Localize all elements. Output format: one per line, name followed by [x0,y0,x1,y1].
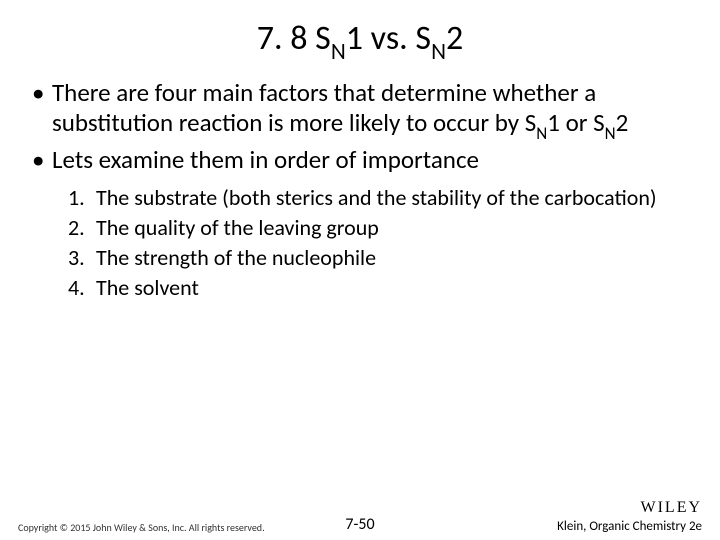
book-title: Klein, Organic Chemistry 2e [557,519,702,534]
title-sub1: N [331,38,346,66]
slide-title: 7. 8 SN1 vs. SN2 [24,18,696,64]
numbered-item-4: The solvent [68,274,696,302]
bullet-item-1: There are four main factors that determi… [28,78,696,143]
title-sub2: N [431,38,446,66]
bullet1-sub1: N [536,123,547,144]
wiley-logo: WILEY [399,499,702,517]
bullet1-text-a: There are four main factors that determi… [52,77,596,139]
numbered-item-3: The strength of the nucleophile [68,244,696,272]
numbered-item-2: The quality of the leaving group [68,214,696,242]
footer-right: WILEY Klein, Organic Chemistry 2e [399,499,702,534]
slide-footer: Copyright © 2015 John Wiley & Sons, Inc.… [0,499,720,534]
bullet1-text-b: 1 or S [547,107,604,138]
bullet-item-2: Lets examine them in order of importance [28,145,696,176]
numbered-item-1: The substrate (both sterics and the stab… [68,184,696,212]
slide: 7. 8 SN1 vs. SN2 There are four main fac… [0,0,720,540]
title-part3: 2 [446,18,463,59]
bullet1-text-c: 2 [616,107,629,138]
title-part2: 1 vs. S [346,18,431,59]
bullet-list: There are four main factors that determi… [24,78,696,176]
copyright-text: Copyright © 2015 John Wiley & Sons, Inc.… [18,521,321,534]
page-number: 7-50 [345,515,374,534]
bullet1-sub2: N [605,123,616,144]
numbered-list: The substrate (both sterics and the stab… [24,184,696,303]
title-part1: 7. 8 S [257,18,331,59]
